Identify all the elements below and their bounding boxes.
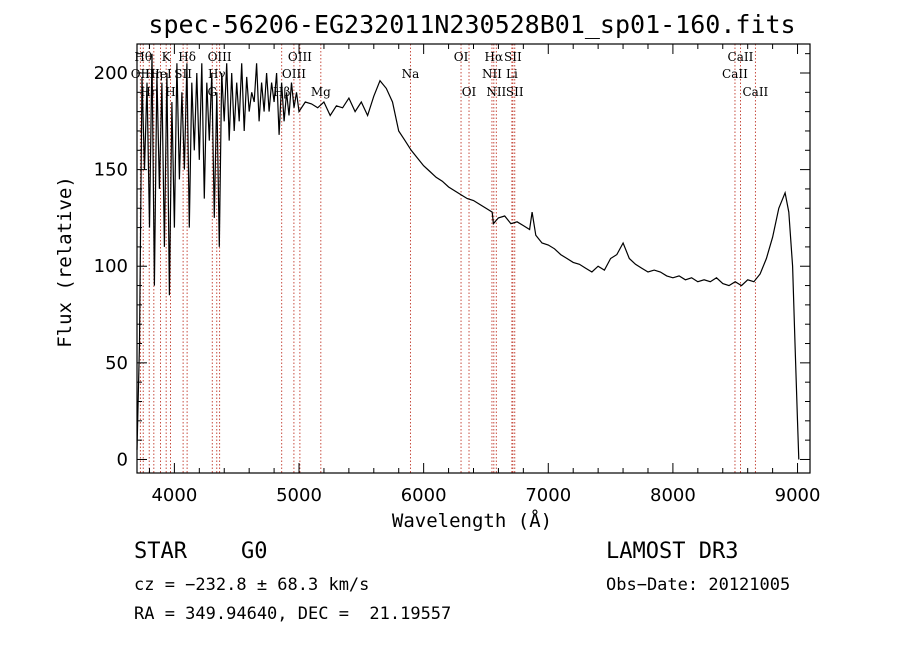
line-label-19: NII: [482, 67, 502, 81]
y-tick-label: 150: [94, 160, 128, 181]
line-label-26: CaII: [728, 50, 754, 64]
y-axis: 0 50 100 150 200: [94, 53, 810, 470]
line-label-5: K: [162, 50, 172, 64]
line-label-20: Hα: [485, 50, 504, 64]
line-label-0: OII: [131, 67, 151, 81]
spectrum-line: [136, 53, 800, 460]
line-label-27: CaII: [742, 85, 768, 99]
x-axis-label: Wavelength (Å): [392, 509, 552, 532]
obs-date: Obs−Date: 20121005: [606, 575, 791, 595]
line-markers: [139, 44, 756, 473]
line-label-6: H: [165, 85, 175, 99]
line-label-13: OIII: [282, 67, 306, 81]
line-label-7: SII: [174, 67, 192, 81]
y-tick-label: 100: [94, 256, 128, 277]
y-tick-label: 50: [105, 353, 128, 374]
x-axis: 4000 5000 6000 7000 8000 9000: [148, 44, 821, 506]
x-tick-label: 4000: [151, 485, 197, 506]
line-label-23: SII: [504, 50, 522, 64]
line-label-11: OIII: [208, 50, 232, 64]
line-label-14: OIII: [288, 50, 312, 64]
line-label-17: OI: [454, 50, 469, 64]
x-tick-label: 8000: [650, 485, 696, 506]
line-label-21: NII: [486, 85, 506, 99]
chart-title: spec-56206-EG232011N230528B01_sp01-160.f…: [148, 10, 795, 39]
object-subclass: G0: [241, 539, 268, 564]
survey-name: LAMOST DR3: [606, 539, 739, 564]
line-label-24: SII: [506, 85, 524, 99]
x-tick-label: 6000: [401, 485, 447, 506]
line-label-8: Hδ: [178, 50, 196, 64]
y-axis-label: Flux (relative): [54, 176, 76, 348]
line-label-18: OI: [462, 85, 477, 99]
redshift-cz: cz = −232.8 ± 68.3 km/s: [134, 575, 370, 595]
line-label-10: Hγ: [208, 67, 226, 81]
y-tick-label: 200: [94, 63, 128, 84]
line-label-2: Hη: [140, 85, 158, 99]
line-label-15: Mg: [311, 85, 331, 99]
line-label-16: Na: [402, 67, 420, 81]
x-tick-label: 5000: [276, 485, 322, 506]
x-tick-label: 9000: [775, 485, 821, 506]
line-label-22: Li: [506, 67, 518, 81]
line-label-3: Hη: [145, 67, 163, 81]
coordinates: RA = 349.94640, DEC = 21.19557: [134, 604, 452, 624]
line-label-25: CaII: [722, 67, 748, 81]
y-tick-label: 0: [117, 449, 128, 470]
object-class: STAR: [134, 539, 187, 564]
x-tick-label: 7000: [525, 485, 571, 506]
